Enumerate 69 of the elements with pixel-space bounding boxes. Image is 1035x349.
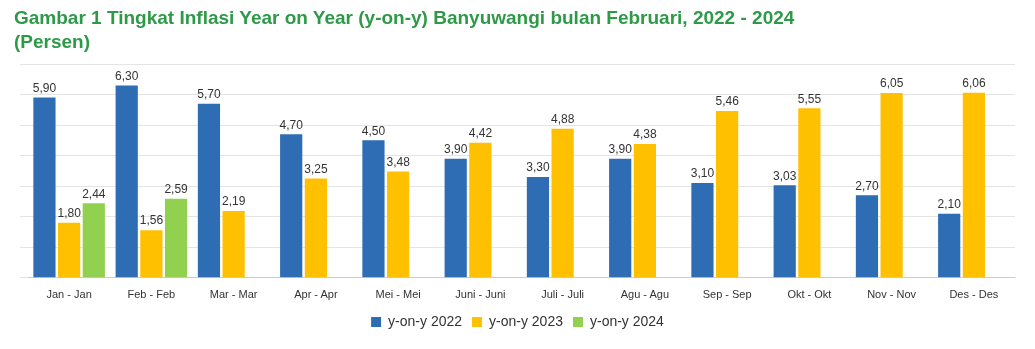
bar (444, 158, 467, 278)
data-label: 3,48 (386, 154, 411, 169)
data-label: 2,59 (164, 182, 189, 197)
legend-label: y-on-y 2023 (489, 312, 564, 329)
data-label: 5,70 (197, 87, 221, 102)
x-tick-label: Feb - Feb (127, 288, 176, 301)
bar (716, 111, 739, 278)
data-label: 2,70 (855, 178, 879, 193)
x-tick-label: Okt - Okt (787, 288, 832, 301)
bar (880, 93, 903, 278)
data-label: 4,50 (361, 123, 386, 138)
bar (362, 140, 385, 278)
chart-title: Gambar 1 Tingkat Inflasi Year on Year (y-on-y) Banyuwangi bulan Februari, 2022 - 2024 (14, 6, 796, 30)
data-label: 2,44 (82, 186, 106, 201)
x-tick-label: Mar - Mar (209, 288, 258, 301)
bar (222, 210, 245, 278)
data-label: 1,80 (57, 206, 82, 221)
x-tick-label: Mei - Mei (375, 288, 421, 301)
data-label: 3,30 (526, 160, 550, 175)
data-label: 5,55 (797, 91, 822, 106)
bar (164, 198, 188, 278)
bar (33, 97, 56, 278)
data-label: 3,03 (773, 168, 797, 183)
data-label: 3,10 (690, 166, 715, 181)
x-tick-label: Apr - Apr (294, 288, 338, 301)
x-tick-label: Juni - Juni (455, 288, 506, 301)
bar (280, 134, 303, 278)
data-label: 6,30 (115, 68, 139, 83)
x-tick-label: Jan - Jan (46, 288, 92, 301)
bar (469, 142, 492, 278)
bar (962, 92, 985, 278)
x-tick-label: Agu - Agu (620, 288, 670, 301)
data-label: 6,06 (962, 76, 986, 91)
bar (82, 203, 105, 278)
data-label: 3,25 (304, 161, 328, 176)
data-label: 3,90 (444, 142, 468, 156)
bar (115, 85, 138, 278)
data-label: 6,05 (879, 76, 904, 91)
data-label: 4,70 (279, 117, 304, 132)
bar (551, 128, 574, 278)
data-label: 3,90 (608, 142, 633, 156)
data-label: 2,10 (937, 196, 962, 211)
bar (304, 178, 327, 278)
bar (197, 103, 221, 278)
bar (387, 171, 410, 278)
bar (798, 108, 821, 278)
x-tick-label: Juli - Juli (541, 288, 585, 301)
data-label: 4,38 (633, 127, 657, 142)
x-tick-label: Nov - Nov (867, 288, 917, 301)
bar (58, 222, 81, 278)
bar (526, 177, 550, 278)
data-label: 1,56 (139, 213, 164, 228)
bar (633, 144, 656, 278)
bar (773, 185, 796, 278)
legend-label: y-on-y 2022 (388, 312, 463, 329)
bar (938, 213, 961, 278)
data-label: 4,42 (468, 126, 493, 141)
data-label: 2,19 (221, 194, 246, 209)
data-label: 5,90 (32, 80, 57, 95)
bar (855, 195, 879, 278)
chart-subtitle: (Persen) (14, 30, 92, 54)
data-label: 4,88 (550, 112, 575, 127)
x-tick-label: Des - Des (949, 288, 999, 301)
bar (140, 230, 163, 278)
bar (691, 183, 714, 278)
bar (609, 158, 632, 278)
x-tick-label: Sep - Sep (702, 288, 752, 301)
legend-label: y-on-y 2024 (589, 312, 665, 329)
data-label: 5,46 (715, 94, 740, 109)
